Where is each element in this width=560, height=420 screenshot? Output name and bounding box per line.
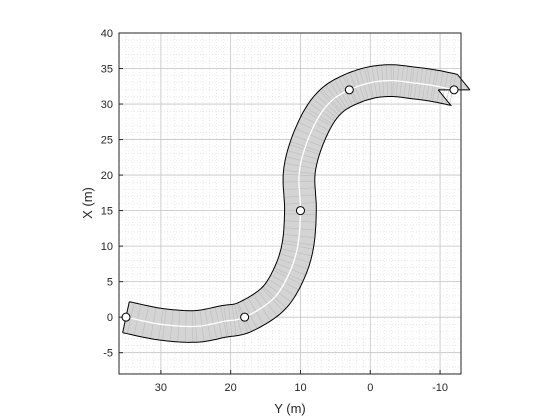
y-axis-title: X (m): [80, 187, 95, 219]
road-edge-right: [129, 64, 471, 312]
plot-frame: [118, 32, 462, 375]
waypoint-marker: [121, 312, 131, 322]
x-tick-label: 20: [225, 382, 237, 394]
y-tick-label: 20: [101, 170, 113, 182]
road-centerline: [125, 79, 455, 328]
waypoint-marker: [295, 206, 305, 216]
y-tick-label: 25: [101, 135, 113, 147]
x-tick-label: -10: [432, 382, 448, 394]
y-tick-label: 35: [101, 64, 113, 76]
road-edge-left: [122, 89, 453, 343]
x-axis-ticks: 30 20 10 0 -10: [155, 370, 448, 394]
waypoint-marker: [449, 85, 459, 95]
y-tick-label: 5: [107, 277, 113, 289]
y-tick-label: 40: [101, 28, 113, 40]
waypoint-marker: [240, 312, 250, 322]
y-tick-label: 10: [101, 241, 113, 253]
x-axis-title: Y (m): [274, 401, 306, 416]
waypoint-marker: [344, 85, 354, 95]
y-tick-label: 15: [101, 206, 113, 218]
y-tick-label: -5: [103, 348, 113, 360]
y-tick-label: 0: [107, 312, 113, 324]
x-tick-label: 10: [294, 382, 306, 394]
x-tick-label: 0: [367, 382, 373, 394]
x-tick-label: 30: [155, 382, 167, 394]
y-tick-label: 30: [101, 99, 113, 111]
y-axis-ticks: -5 0 5 10 15 20 25 30 35 40: [101, 28, 123, 360]
